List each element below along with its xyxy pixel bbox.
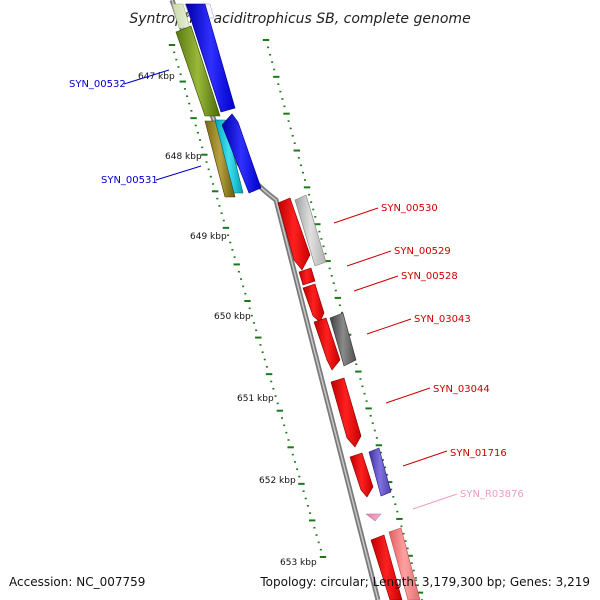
gene-label-syn-00532[interactable]: SYN_00532 <box>69 69 170 90</box>
gene-label-syn-00531[interactable]: SYN_00531 <box>101 165 202 186</box>
gene-feature-red-03043[interactable] <box>313 317 341 371</box>
tick-label-649: 649 kbp <box>190 232 227 242</box>
gene-label-syn-00530[interactable]: SYN_00530 <box>333 203 438 224</box>
gene-feature-olive[interactable] <box>175 25 221 117</box>
gene-label-syn-03043[interactable]: SYN_03043 <box>366 314 471 335</box>
gene-label-text: SYN_00529 <box>394 246 451 257</box>
gene-label-syn-01716[interactable]: SYN_01716 <box>402 448 507 467</box>
gene-feature-blue[interactable] <box>185 3 236 113</box>
gene-feature-red-529[interactable] <box>298 267 316 286</box>
gene-features-upper <box>171 3 262 198</box>
gene-features-lower <box>277 194 421 600</box>
tick-label-652: 652 kbp <box>259 476 296 486</box>
gene-feature-purple[interactable] <box>368 447 392 497</box>
gene-feature-red-bottom[interactable] <box>370 534 403 600</box>
gene-feature-silver[interactable] <box>294 194 327 267</box>
gene-feature-ochre[interactable] <box>204 120 236 198</box>
gene-feature-pink-rna[interactable] <box>365 513 382 522</box>
gene-labels: SYN_00532 SYN_00531 SYN_00530 SYN_00529 … <box>69 69 524 510</box>
tick-label-651: 651 kbp <box>237 394 274 404</box>
tick-label-650: 650 kbp <box>214 312 251 322</box>
tick-label-647: 647 kbp <box>138 72 175 82</box>
gene-label-text: SYN_00532 <box>69 79 126 90</box>
gene-label-syn-00529[interactable]: SYN_00529 <box>346 246 451 267</box>
gene-feature-red-530[interactable] <box>277 197 311 271</box>
gene-label-syn-r03876[interactable]: SYN_R03876 <box>412 489 524 510</box>
genome-summary-text: Topology: circular; Length: 3,179,300 bp… <box>259 575 590 589</box>
gene-feature-blue-2[interactable] <box>221 113 262 194</box>
accession-text: Accession: NC_007759 <box>9 575 145 589</box>
gene-label-text: SYN_00528 <box>401 271 458 282</box>
gene-label-text: SYN_R03876 <box>460 489 524 500</box>
gene-label-syn-03044[interactable]: SYN_03044 <box>385 384 490 404</box>
gene-feature-salmon-bottom[interactable] <box>388 527 421 600</box>
gene-label-text: SYN_03043 <box>414 314 471 325</box>
gene-label-text: SYN_03044 <box>433 384 490 395</box>
tick-label-653: 653 kbp <box>280 558 317 568</box>
gene-label-syn-00528[interactable]: SYN_00528 <box>353 271 458 292</box>
tick-track <box>168 39 424 600</box>
gene-label-text: SYN_01716 <box>450 448 507 459</box>
tick-label-648: 648 kbp <box>165 152 202 162</box>
gene-feature-cyan[interactable] <box>214 119 244 194</box>
gene-feature-red-528[interactable] <box>302 283 325 323</box>
gene-label-text: SYN_00530 <box>381 203 438 214</box>
page-title: Syntrophus aciditrophicus SB, complete g… <box>129 11 470 27</box>
tick-labels: 647 kbp 648 kbp 649 kbp 650 kbp 651 kbp … <box>138 72 317 568</box>
gene-feature-darkgray[interactable] <box>329 312 357 367</box>
gene-feature-red-01716[interactable] <box>349 452 374 498</box>
gene-feature-red-03044[interactable] <box>330 377 362 448</box>
gene-label-text: SYN_00531 <box>101 175 158 186</box>
